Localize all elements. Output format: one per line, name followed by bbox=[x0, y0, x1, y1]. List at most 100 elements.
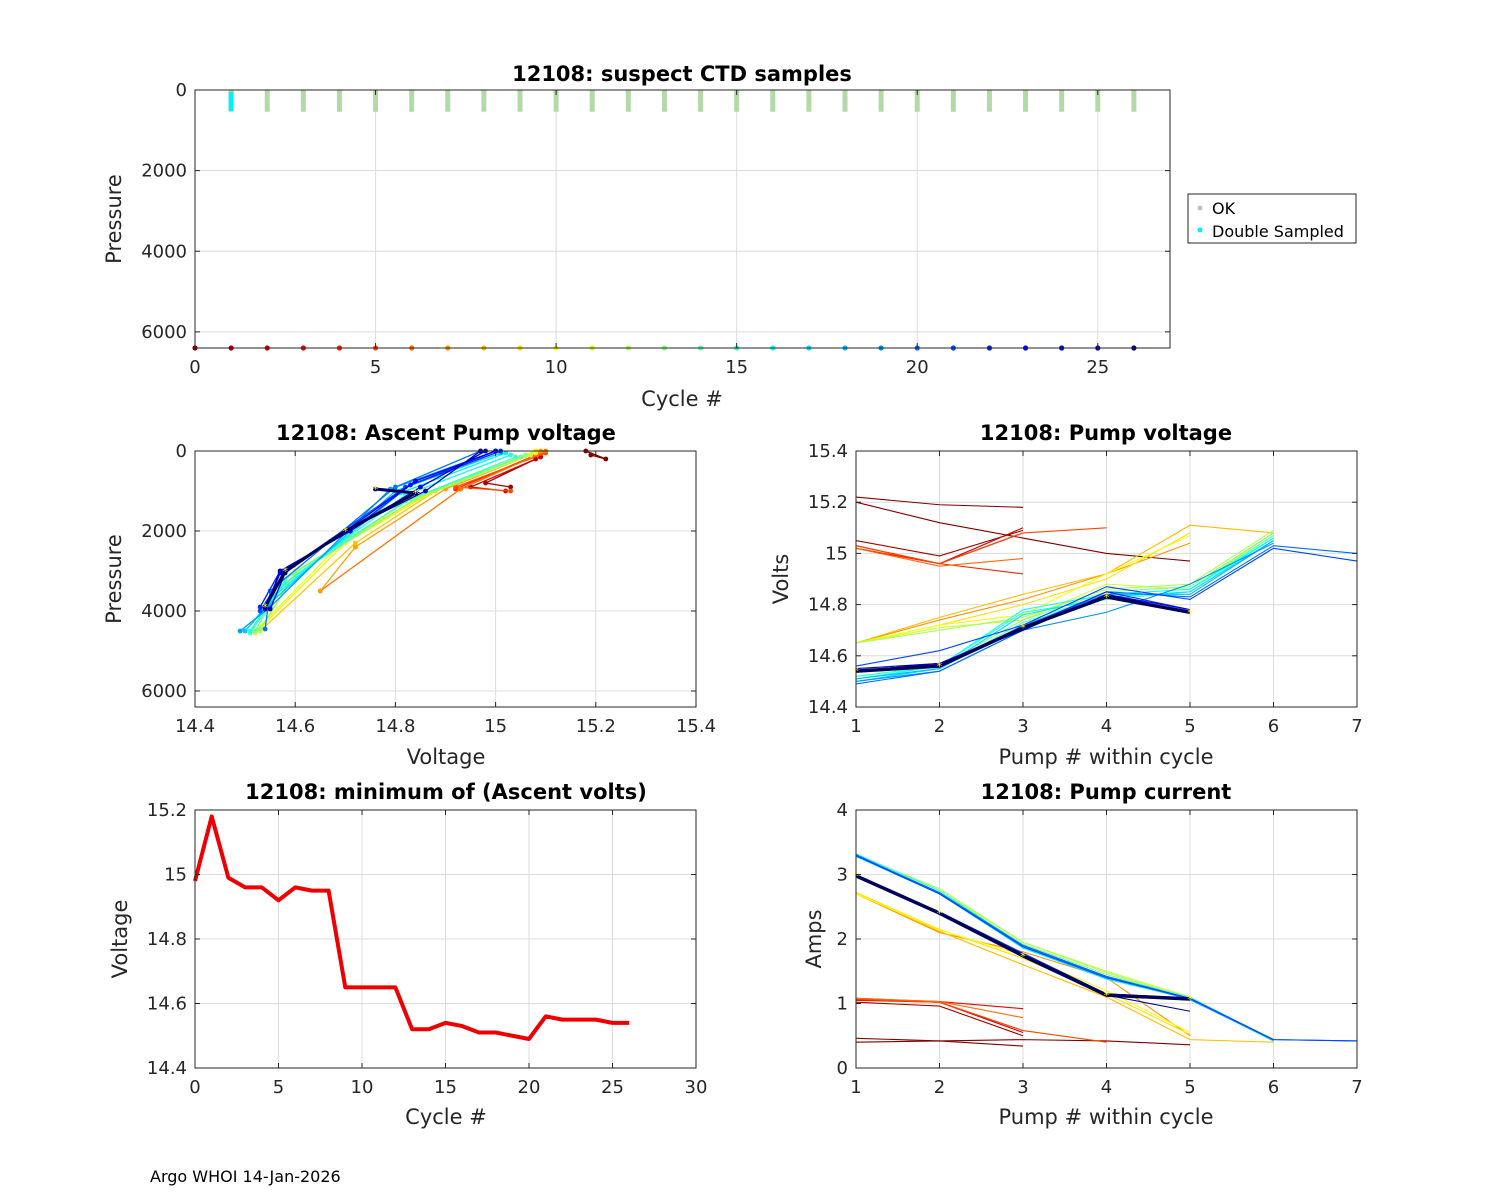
pump-current-xlabel: Pump # within cycle bbox=[999, 1105, 1214, 1129]
ascent-xtick-label: 14.8 bbox=[375, 716, 415, 737]
pumpc-xtick-label: 2 bbox=[934, 1077, 945, 1098]
min-volts-line bbox=[193, 814, 630, 1041]
ascent-ytick-label: 2000 bbox=[141, 521, 187, 542]
min-volts-xlabel: Cycle # bbox=[405, 1105, 487, 1129]
pump-current-title: 12108: Pump current bbox=[981, 780, 1232, 804]
ctd-ylabel: Pressure bbox=[102, 174, 126, 264]
pumpc-current-marker: * bbox=[1104, 989, 1110, 1002]
pumpc-series-line bbox=[855, 1037, 1191, 1046]
legend-ok-label: OK bbox=[1212, 199, 1236, 218]
pumpv-series-line bbox=[855, 547, 1024, 567]
ascent-point bbox=[277, 568, 283, 574]
pumpv-series-line bbox=[855, 529, 1274, 644]
pumpv-series-line bbox=[855, 524, 1274, 644]
pumpc-ytick-label: 0 bbox=[837, 1058, 848, 1079]
ascent-current-marker: * bbox=[413, 487, 419, 500]
minv-ytick-label: 15 bbox=[164, 865, 187, 886]
pumpc-current-marker: * bbox=[937, 907, 943, 920]
pumpv-xtick-label: 4 bbox=[1101, 716, 1112, 737]
pumpv-series-line bbox=[855, 501, 1191, 562]
ascent-point bbox=[282, 568, 288, 574]
ascent-panel: * * * * * 14.4 14.6 14.8 15 15.2 15.4 0 2000 4000 600… bbox=[102, 421, 716, 769]
footer-text: Argo WHOI 14-Jan-2026 bbox=[150, 1167, 341, 1186]
pumpc-ytick-label: 2 bbox=[837, 929, 848, 950]
ascent-point bbox=[413, 478, 418, 484]
minv-xtick-label: 15 bbox=[434, 1077, 457, 1098]
pumpc-xtick-label: 6 bbox=[1268, 1077, 1279, 1098]
ascent-point bbox=[257, 608, 263, 614]
pumpc-series-line bbox=[855, 874, 1191, 1001]
ascent-point bbox=[257, 626, 263, 632]
ascent-point bbox=[528, 452, 534, 458]
ctd-ytick-label: 4000 bbox=[141, 241, 187, 262]
ascent-point bbox=[257, 604, 263, 610]
minv-xtick-label: 10 bbox=[351, 1077, 374, 1098]
ascent-point bbox=[247, 628, 253, 634]
pumpc-series-line bbox=[855, 999, 1107, 1043]
pumpc-xtick-label: 5 bbox=[1184, 1077, 1195, 1098]
ascent-point bbox=[352, 544, 358, 550]
pumpc-xtick-label: 7 bbox=[1351, 1077, 1362, 1098]
legend-double-sampled-marker bbox=[1197, 227, 1203, 233]
pumpv-current-marker: * bbox=[937, 660, 943, 673]
ascent-point bbox=[413, 490, 418, 496]
pumpc-current-marker: * bbox=[1187, 993, 1193, 1006]
ctd-xtick-label: 0 bbox=[189, 357, 200, 378]
pumpc-series-line bbox=[855, 892, 1274, 1043]
ctd-xtick-label: 5 bbox=[370, 357, 381, 378]
minv-xtick-label: 20 bbox=[518, 1077, 541, 1098]
ascent-point bbox=[342, 528, 348, 534]
minv-xtick-label: 0 bbox=[189, 1077, 200, 1098]
ascent-xtick-label: 15 bbox=[484, 716, 507, 737]
pumpv-ytick-label: 14.8 bbox=[808, 595, 848, 616]
ascent-axes-box bbox=[194, 450, 697, 708]
minv-ytick-label: 14.6 bbox=[147, 994, 187, 1015]
pumpv-xtick-label: 3 bbox=[1017, 716, 1028, 737]
minv-xtick-label: 30 bbox=[685, 1077, 708, 1098]
pumpv-xtick-label: 7 bbox=[1351, 716, 1362, 737]
pumpc-ytick-label: 4 bbox=[837, 800, 848, 821]
ascent-point bbox=[237, 628, 243, 634]
pumpv-current-marker: * bbox=[1187, 606, 1193, 619]
ascent-xlabel: Voltage bbox=[407, 745, 486, 769]
ctd-xlabel: Cycle # bbox=[641, 387, 723, 411]
legend-double-sampled-label: Double Sampled bbox=[1212, 222, 1344, 241]
ascent-point bbox=[508, 488, 514, 494]
ascent-xtick-label: 14.4 bbox=[175, 716, 215, 737]
pumpv-series-line bbox=[855, 595, 1191, 673]
ascent-point bbox=[588, 452, 594, 458]
ascent-point bbox=[242, 628, 248, 634]
pump-voltage-ylabel: Volts bbox=[769, 554, 793, 605]
ascent-current-marker: * bbox=[262, 601, 268, 614]
ctd-xtick-label: 20 bbox=[906, 357, 929, 378]
ascent-xtick-label: 15.4 bbox=[676, 716, 716, 737]
ascent-xtick-label: 14.6 bbox=[275, 716, 315, 737]
pumpc-xtick-label: 4 bbox=[1101, 1077, 1112, 1098]
ctd-xtick-label: 25 bbox=[1086, 357, 1109, 378]
legend-ok-marker bbox=[1197, 205, 1203, 211]
pumpv-series-line bbox=[855, 547, 1358, 667]
pumpc-xtick-label: 3 bbox=[1017, 1077, 1028, 1098]
minv-ytick-label: 15.2 bbox=[147, 800, 187, 821]
pump-current-ylabel: Amps bbox=[802, 909, 826, 968]
ascent-ytick-label: 4000 bbox=[141, 601, 187, 622]
ctd-title: 12108: suspect CTD samples bbox=[512, 62, 852, 86]
pumpv-ytick-label: 15 bbox=[825, 543, 848, 564]
min-volts-title: 12108: minimum of (Ascent volts) bbox=[245, 780, 647, 804]
ctd-xtick-label: 10 bbox=[545, 357, 568, 378]
ascent-point bbox=[508, 452, 514, 458]
ascent-xtick-label: 15.2 bbox=[576, 716, 616, 737]
pumpc-xtick-label: 1 bbox=[850, 1077, 861, 1098]
ascent-current-marker: * bbox=[343, 525, 349, 538]
ascent-ytick-label: 0 bbox=[176, 441, 187, 462]
ctd-xtick-label: 15 bbox=[725, 357, 748, 378]
pumpv-ytick-label: 15.2 bbox=[808, 492, 848, 513]
ascent-point bbox=[252, 628, 258, 634]
pump-voltage-title: 12108: Pump voltage bbox=[980, 421, 1232, 445]
ascent-point bbox=[513, 454, 519, 460]
pump-voltage-xlabel: Pump # within cycle bbox=[999, 745, 1214, 769]
min-volts-ylabel: Voltage bbox=[108, 900, 132, 979]
pumpv-xtick-label: 6 bbox=[1268, 716, 1279, 737]
